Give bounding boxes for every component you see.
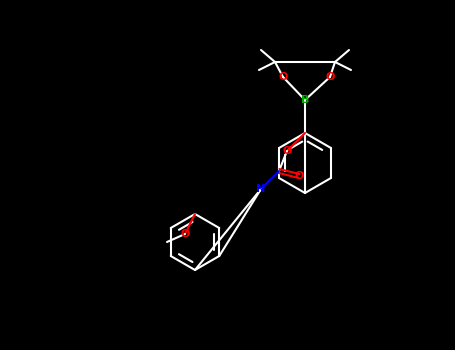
Text: O: O [282,146,292,156]
Text: B: B [301,95,309,105]
Text: O: O [278,72,288,82]
Text: O: O [294,171,303,181]
Text: O: O [180,229,190,239]
Text: N: N [256,184,266,194]
Text: O: O [325,72,335,82]
